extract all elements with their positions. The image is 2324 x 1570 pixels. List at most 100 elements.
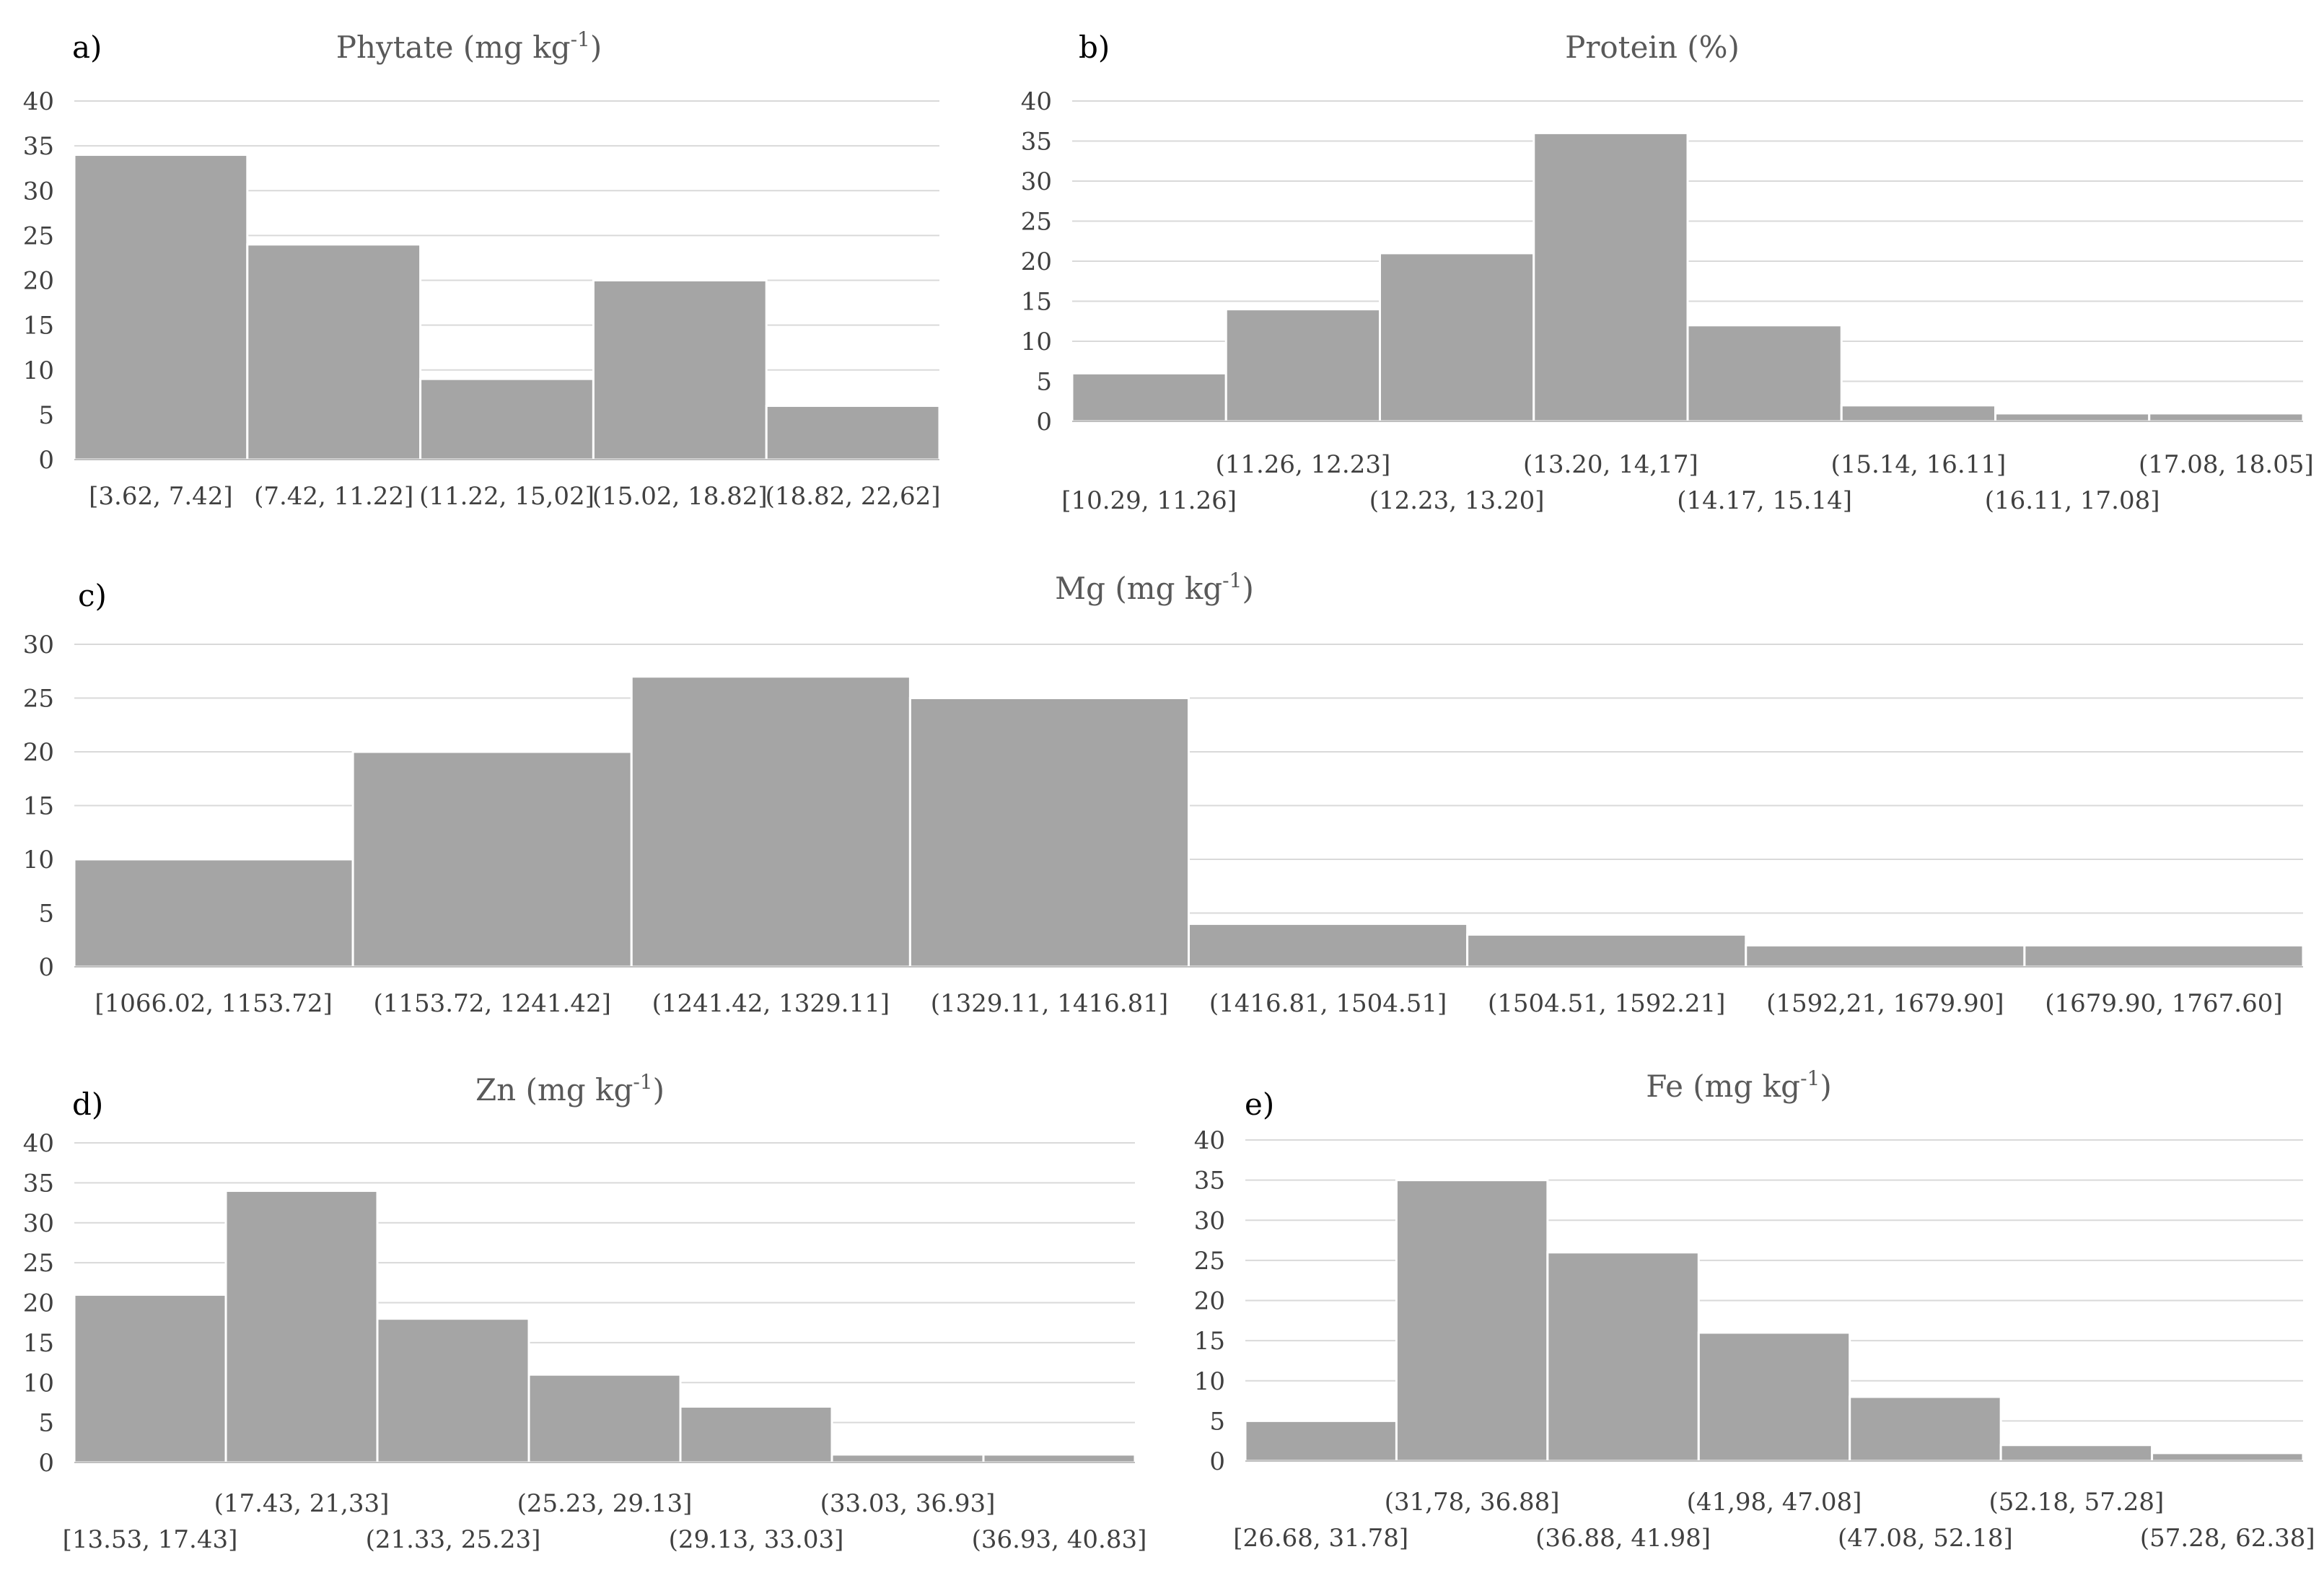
bar (419, 377, 595, 461)
x-category-label: (1241.42, 1329.11] (652, 989, 890, 1018)
y-tick-label: 30 (23, 631, 54, 659)
y-tick-label: 30 (1021, 167, 1052, 196)
bar (2148, 412, 2305, 423)
y-tick-label: 40 (23, 87, 54, 116)
y-tick-label: 40 (23, 1129, 54, 1158)
bar (1244, 1419, 1398, 1462)
chart-title: Phytate (mg kg-1) (336, 27, 602, 65)
x-category-label: (41,98, 47.08] (1687, 1488, 1862, 1517)
bar (1697, 1331, 1851, 1462)
x-category-label: (1153.72, 1241.42] (374, 989, 611, 1018)
y-tick-label: 10 (23, 356, 54, 385)
bar (1188, 922, 1469, 968)
x-category-label: (52.18, 57.28] (1988, 1488, 2164, 1517)
x-category-label: (47.08, 52.18] (1838, 1524, 2013, 1553)
y-tick-label: 0 (1036, 408, 1052, 437)
y-tick-label: 15 (1021, 288, 1052, 317)
panel-fe: e) Fe (mg kg-1) 0 5 10 15 20 25 30 35 40 [26.68, 31… (1194, 1066, 2315, 1553)
bar (2023, 944, 2305, 968)
y-tick-label: 0 (38, 1449, 54, 1478)
x-category-label: (36.88, 41.98] (1535, 1524, 1711, 1553)
y-tick-label: 10 (1194, 1367, 1225, 1396)
bar (246, 243, 422, 461)
y-tick-label: 30 (1194, 1206, 1225, 1235)
bar (351, 750, 633, 968)
bar (73, 154, 249, 461)
x-category-label: [10.29, 11.26] (1061, 486, 1237, 515)
x-category-label: (14.17, 15.14] (1677, 486, 1852, 515)
x-category-label: (1504.51, 1592.21] (1488, 989, 1725, 1018)
x-category-label: (31,78, 36.88] (1385, 1488, 1560, 1517)
y-tick-label: 20 (1194, 1287, 1225, 1316)
x-category-label: (17.08, 18.05] (2139, 450, 2314, 479)
x-category-label: (16.11, 17.08] (1985, 486, 2160, 515)
x-category-label: (29.13, 33.03] (669, 1525, 844, 1554)
x-category-label: (12.23, 13.20] (1369, 486, 1545, 515)
x-category-label: (1592,21, 1679.90] (1766, 989, 2004, 1018)
x-category-label: (13.20, 14,17] (1523, 450, 1698, 479)
bar (73, 858, 354, 968)
x-category-label: (15.14, 16.11] (1830, 450, 2006, 479)
x-category-label: (21.33, 25.23] (366, 1525, 541, 1554)
bar (527, 1373, 682, 1464)
x-category-label: (17.43, 21,33] (214, 1489, 390, 1518)
panel-zn: d) Zn (mg kg-1) 0 5 10 15 20 25 30 35 40 [13.53, 17… (23, 1070, 1147, 1554)
panel-mg: c) Mg (mg kg-1) 0 5 10 15 20 25 30 [1066.02, 1153… (23, 569, 2305, 1018)
bar (1840, 404, 1996, 423)
y-tick-label: 15 (1194, 1327, 1225, 1356)
y-tick-label: 20 (23, 267, 54, 296)
bar (765, 404, 941, 461)
y-tick-label: 10 (1021, 328, 1052, 356)
x-category-label: [26.68, 31.78] (1233, 1524, 1408, 1553)
y-tick-label: 35 (1021, 128, 1052, 157)
y-tick-label: 35 (23, 132, 54, 161)
y-tick-label: 0 (38, 953, 54, 982)
y-tick-label: 20 (23, 738, 54, 767)
chart-title: Mg (mg kg-1) (1055, 569, 1254, 606)
bar (1686, 324, 1843, 423)
x-category-label: [13.53, 17.43] (63, 1525, 238, 1554)
bar (1994, 412, 2151, 423)
y-tick-label: 0 (38, 446, 54, 475)
bar (224, 1189, 379, 1464)
bar (1466, 933, 1748, 968)
panel-label: e) (1245, 1087, 1274, 1122)
y-tick-label: 30 (23, 177, 54, 206)
y-tick-label: 15 (23, 792, 54, 821)
y-tick-label: 10 (23, 1369, 54, 1398)
x-category-label: (36.93, 40.83] (972, 1525, 1147, 1554)
x-category-label: (11.22, 15,02] (419, 482, 595, 511)
panel-protein: b) Protein (%) 0 5 10 15 20 25 30 35 40 [10.29, 11.… (1021, 30, 2314, 515)
bar (1999, 1444, 2154, 1462)
bar (1546, 1251, 1700, 1462)
bar (376, 1317, 530, 1464)
x-category-label: (57.28, 62.38] (2140, 1524, 2315, 1553)
panel-label: c) (78, 578, 107, 613)
x-category-label: (1679.90, 1767.60] (2045, 989, 2282, 1018)
bar (1532, 131, 1689, 423)
y-tick-label: 20 (23, 1289, 54, 1318)
bar (1379, 252, 1535, 423)
bar (73, 1293, 227, 1464)
x-category-label: (7.42, 11.22] (254, 482, 413, 511)
x-category-label: (1416.81, 1504.51] (1209, 989, 1447, 1018)
bar (908, 697, 1190, 968)
bar (1849, 1395, 2002, 1462)
chart-title: Fe (mg kg-1) (1646, 1066, 1832, 1104)
bar (1224, 308, 1381, 423)
y-tick-label: 40 (1194, 1126, 1225, 1155)
bar (830, 1453, 985, 1464)
chart-title: Zn (mg kg-1) (475, 1070, 665, 1108)
panel-label: a) (72, 30, 102, 65)
y-tick-label: 5 (38, 1409, 54, 1438)
y-tick-label: 25 (23, 1249, 54, 1278)
y-tick-label: 5 (38, 900, 54, 929)
y-tick-label: 25 (1021, 208, 1052, 237)
x-category-label: [1066.02, 1153.72] (95, 989, 332, 1018)
y-tick-label: 40 (1021, 87, 1052, 116)
y-tick-label: 25 (1194, 1247, 1225, 1276)
bar (679, 1405, 833, 1464)
y-tick-label: 15 (23, 312, 54, 341)
y-tick-label: 35 (23, 1169, 54, 1198)
chart-title: Protein (%) (1565, 30, 1740, 65)
